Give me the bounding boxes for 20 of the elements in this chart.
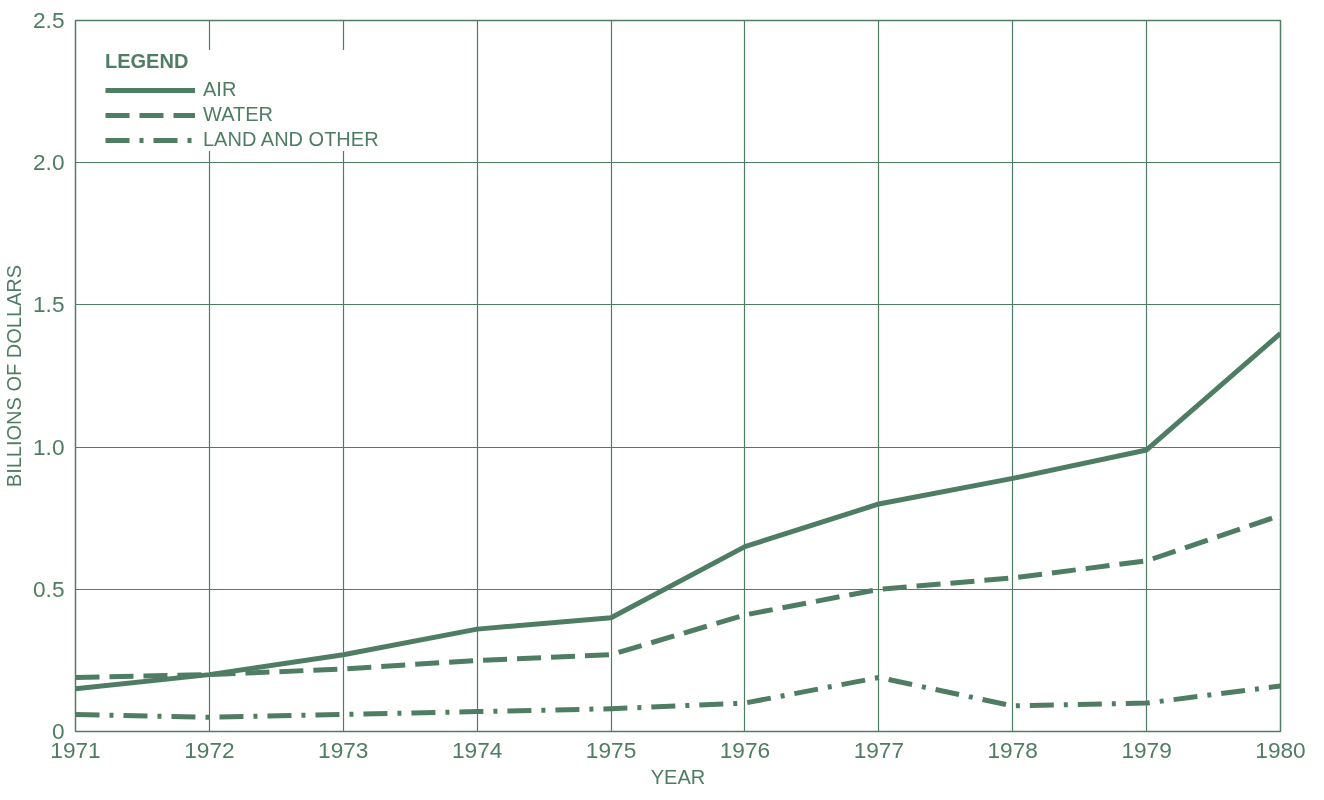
legend-label: AIR bbox=[203, 78, 237, 101]
x-axis-title: YEAR bbox=[650, 765, 706, 788]
y-tick-label: 2.5 bbox=[33, 7, 65, 33]
x-tick-label: 1976 bbox=[719, 736, 771, 763]
x-tick-label: 1980 bbox=[1255, 736, 1306, 763]
legend-label: LAND AND OTHER bbox=[203, 128, 379, 151]
y-tick-label: 1.0 bbox=[33, 433, 65, 460]
x-tick-label: 1979 bbox=[1121, 736, 1172, 763]
legend-title: LEGEND bbox=[105, 50, 190, 73]
y-axis-title: BILLIONS OF DOLLARS bbox=[3, 264, 25, 488]
x-tick-label: 1975 bbox=[585, 736, 637, 763]
legend-label: WATER bbox=[203, 103, 273, 126]
y-tick-label: 1.5 bbox=[33, 291, 65, 318]
x-tick-label: 1978 bbox=[987, 736, 1038, 763]
y-tick-label: 2.0 bbox=[33, 149, 65, 176]
x-tick-label: 1974 bbox=[451, 736, 503, 763]
y-tick-label: 0.5 bbox=[33, 575, 65, 602]
x-tick-label: 1973 bbox=[318, 736, 369, 763]
x-tick-label: 1972 bbox=[184, 736, 235, 763]
x-tick-label: 1977 bbox=[853, 736, 905, 763]
